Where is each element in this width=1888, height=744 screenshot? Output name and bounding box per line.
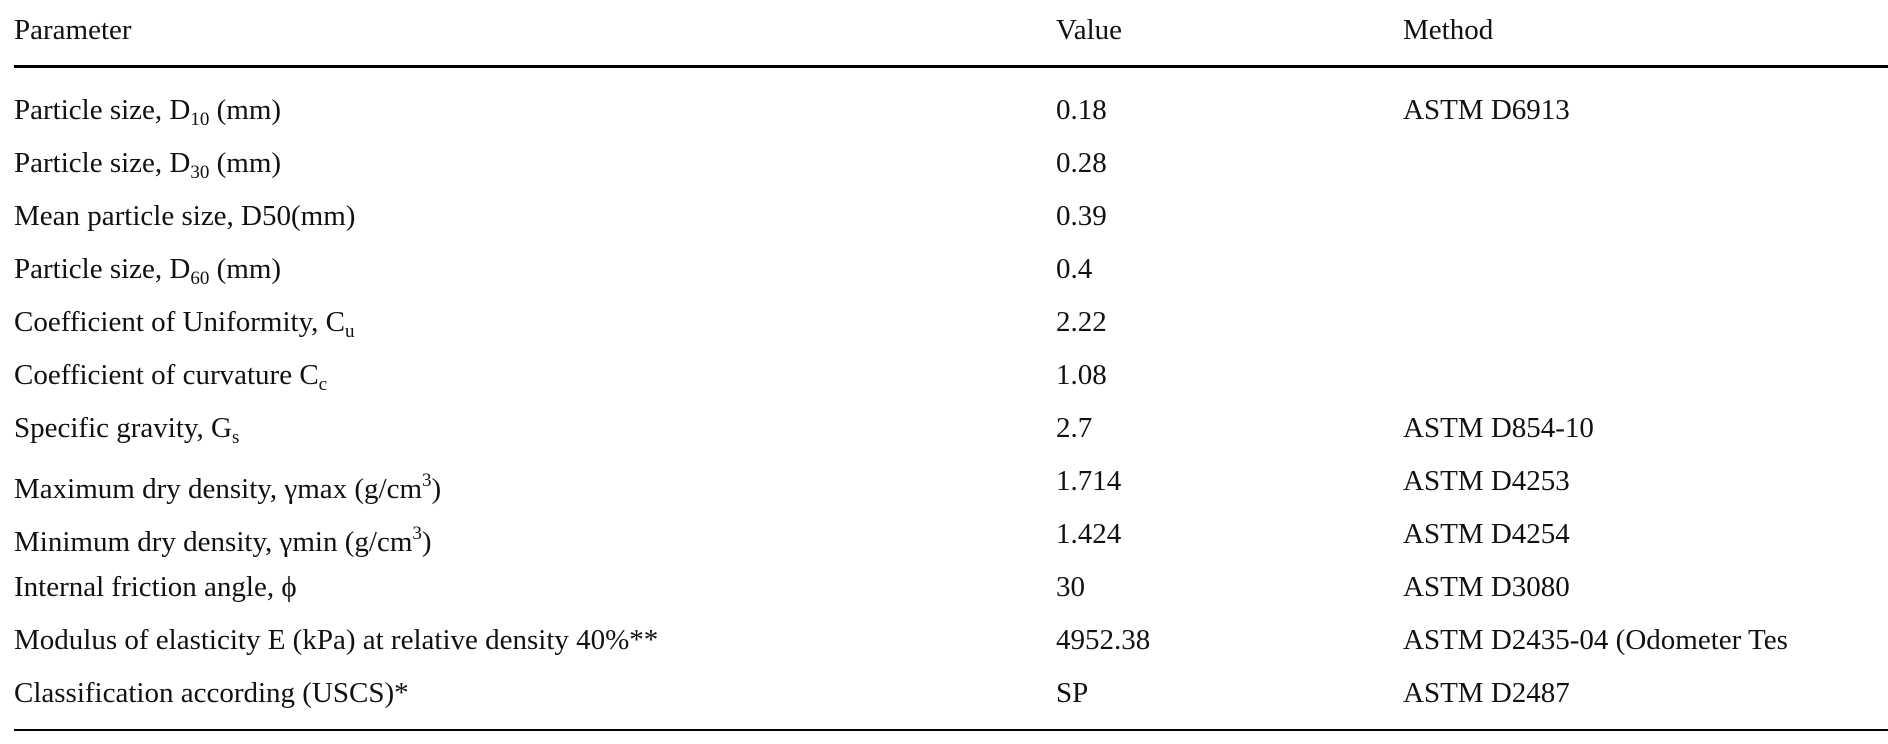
header-cell: Value: [1056, 14, 1123, 46]
header-rule: [14, 65, 1888, 68]
text-run: Internal friction angle, ϕ: [14, 571, 297, 603]
method-cell: ASTM D2487: [1403, 677, 1570, 709]
parameter-cell: Minimum dry density, γmin (g/cm3): [14, 517, 432, 559]
subscript: c: [318, 374, 328, 395]
text-run: Modulus of elasticity E (kPa) at relativ…: [14, 624, 659, 656]
parameter-cell: Classification according (USCS)*: [14, 676, 409, 710]
text-run: Specific gravity, G: [14, 412, 232, 444]
text-run: Coefficient of Uniformity, C: [14, 306, 346, 338]
subscript: s: [231, 427, 240, 448]
method-cell: ASTM D854-10: [1403, 412, 1594, 444]
header-cell: Parameter: [14, 14, 132, 46]
subscript: 30: [190, 162, 210, 183]
method-cell: ASTM D2435-04 (Odometer Tes: [1403, 624, 1788, 656]
value-cell: 2.22: [1056, 306, 1107, 338]
text-run: Classification according (USCS)*: [14, 677, 409, 709]
text-run: (mm): [209, 147, 282, 179]
value-cell: 0.28: [1056, 147, 1107, 179]
value-cell: 0.4: [1056, 253, 1093, 285]
header-cell: Method: [1403, 14, 1494, 46]
value-cell: 0.18: [1056, 94, 1107, 126]
parameter-cell: Particle size, D30 (mm): [14, 146, 281, 190]
value-cell: 1.714: [1056, 465, 1122, 497]
value-cell: 30: [1056, 571, 1085, 603]
subscript: 60: [190, 268, 210, 289]
supscript: 3: [412, 523, 422, 544]
text-run: (mm): [209, 253, 282, 285]
parameter-cell: Coefficient of Uniformity, Cu: [14, 305, 355, 349]
value-cell: SP: [1056, 677, 1089, 709]
text-run: Particle size, D: [14, 147, 191, 179]
method-cell: ASTM D6913: [1403, 94, 1570, 126]
parameter-cell: Maximum dry density, γmax (g/cm3): [14, 464, 441, 506]
text-run: ): [431, 473, 442, 505]
parameter-cell: Internal friction angle, ϕ: [14, 570, 297, 604]
text-run: Mean particle size, D50(mm): [14, 200, 356, 232]
parameter-cell: Particle size, D60 (mm): [14, 252, 281, 296]
parameter-cell: Modulus of elasticity E (kPa) at relativ…: [14, 623, 658, 657]
parameter-cell: Mean particle size, D50(mm): [14, 199, 355, 233]
value-cell: 1.08: [1056, 359, 1107, 391]
method-cell: ASTM D3080: [1403, 571, 1570, 603]
value-cell: 2.7: [1056, 412, 1093, 444]
supscript: 3: [422, 470, 432, 491]
value-cell: 4952.38: [1056, 624, 1151, 656]
text-run: Particle size, D: [14, 94, 191, 126]
subscript: 10: [190, 109, 210, 130]
text-run: Particle size, D: [14, 253, 191, 285]
text-run: Maximum dry density, γmax (g/cm: [14, 473, 423, 505]
method-cell: ASTM D4254: [1403, 518, 1570, 550]
method-cell: ASTM D4253: [1403, 465, 1570, 497]
text-run: Coefficient of curvature C: [14, 359, 319, 391]
parameter-cell: Specific gravity, Gs: [14, 411, 239, 455]
text-run: Minimum dry density, γmin (g/cm: [14, 526, 413, 558]
text-run: (mm): [209, 94, 282, 126]
subscript: u: [345, 321, 355, 342]
value-cell: 1.424: [1056, 518, 1122, 550]
value-cell: 0.39: [1056, 200, 1107, 232]
bottom-rule: [14, 729, 1888, 731]
text-run: ): [421, 526, 432, 558]
parameter-cell: Particle size, D10 (mm): [14, 93, 281, 137]
parameter-cell: Coefficient of curvature Cc: [14, 358, 327, 402]
